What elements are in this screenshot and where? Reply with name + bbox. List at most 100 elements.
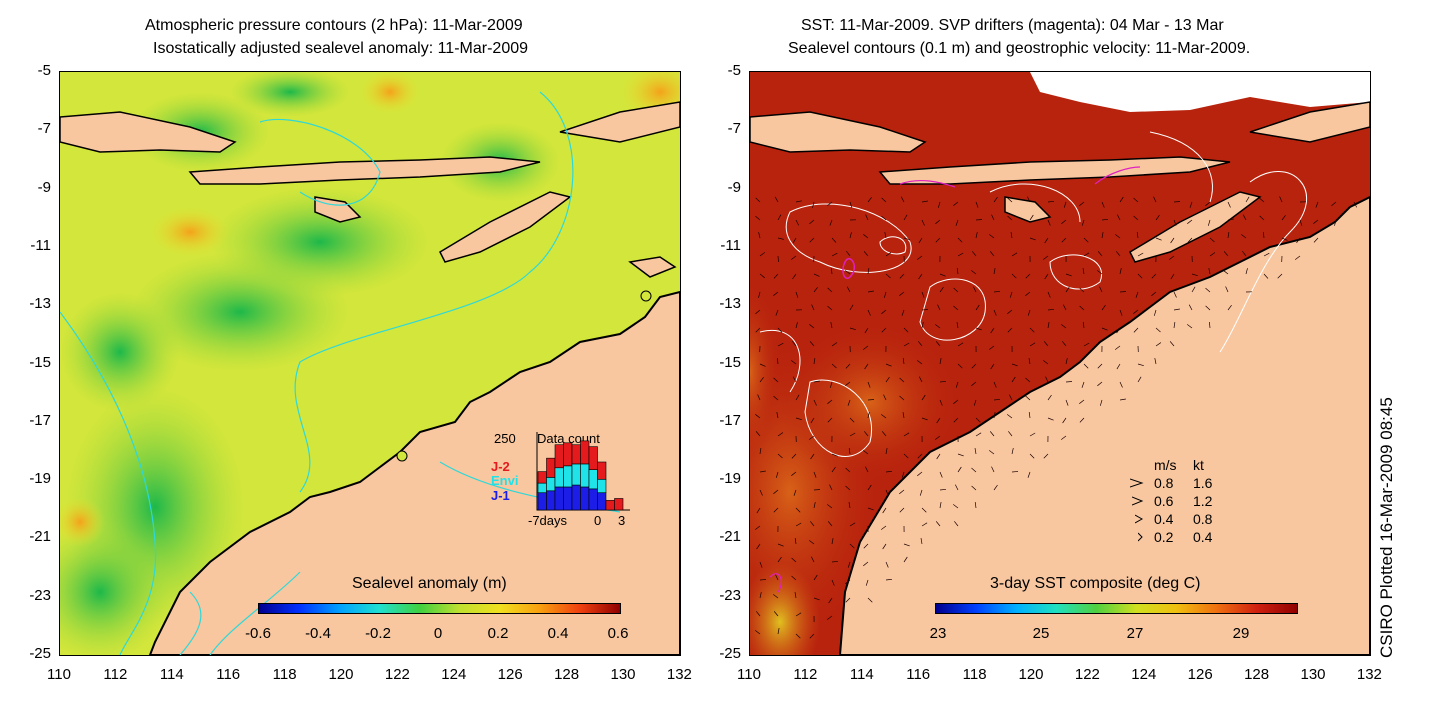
- velocity-arrow-icon: [831, 237, 837, 243]
- velocity-arrow-icon: [953, 417, 959, 423]
- velocity-arrow-icon: [993, 484, 998, 491]
- velocity-arrow-icon: [827, 399, 833, 405]
- velocity-arrow-icon: [919, 489, 923, 496]
- velocity-arrow-icon: [1061, 219, 1067, 225]
- left-xtick: 116: [216, 666, 241, 683]
- inset-legend-j1: J-1: [491, 488, 510, 503]
- inset-bar-envi: [554, 467, 564, 488]
- velocity-arrow-icon: [952, 504, 959, 509]
- velocity-arrow-icon: [1009, 291, 1013, 298]
- velocity-arrow-icon: [954, 521, 959, 527]
- velocity-arrow-icon: [795, 322, 798, 329]
- velocity-arrow-icon: [954, 484, 959, 491]
- velocity-arrow-icon: [827, 287, 833, 293]
- velocity-arrow-icon: [880, 525, 887, 530]
- velocity-arrow-icon: [1263, 231, 1265, 239]
- velocity-arrow-icon: [1008, 394, 1013, 401]
- velocity-arrow-icon: [777, 543, 784, 547]
- right-ytick: -25: [719, 645, 741, 662]
- speed-legend-header-kt: kt: [1193, 457, 1204, 473]
- right-colorbar-tick: 27: [1126, 625, 1144, 642]
- velocity-arrow-icon: [1153, 196, 1157, 203]
- velocity-arrow-icon: [755, 215, 761, 221]
- right-xtick: 116: [906, 666, 931, 683]
- velocity-arrow-icon: [827, 201, 833, 206]
- inset-bar-j2: [546, 457, 556, 478]
- velocity-arrow-icon: [813, 399, 817, 406]
- velocity-arrow-icon: [1061, 237, 1067, 243]
- velocity-arrow-icon: [955, 219, 959, 226]
- speed-legend-arrow-icon: [1132, 496, 1146, 506]
- velocity-arrow-icon: [1029, 432, 1036, 437]
- velocity-arrow-icon: [1242, 214, 1247, 221]
- velocity-arrow-icon: [795, 507, 801, 513]
- inset-bar-envi: [537, 482, 547, 494]
- velocity-arrow-icon: [957, 237, 963, 243]
- credit-label: CSIRO Plotted 16-Mar-2009 08:45: [1377, 397, 1396, 658]
- velocity-arrow-icon: [846, 250, 851, 257]
- velocity-arrow-icon: [1079, 305, 1085, 311]
- right-ytick: -19: [719, 470, 741, 488]
- velocity-arrow-icon: [827, 305, 833, 311]
- velocity-arrow-icon: [903, 342, 910, 347]
- velocity-arrow-icon: [900, 196, 905, 203]
- velocity-arrow-icon: [759, 448, 762, 455]
- velocity-arrow-icon: [1155, 342, 1162, 347]
- velocity-arrow-icon: [849, 543, 855, 549]
- velocity-arrow-icon: [808, 540, 815, 545]
- inset-bar-j1: [537, 492, 547, 511]
- velocity-arrow-icon: [903, 214, 908, 221]
- velocity-arrow-icon: [773, 489, 779, 495]
- velocity-arrow-icon: [1007, 197, 1013, 203]
- velocity-arrow-icon: [1044, 273, 1049, 280]
- velocity-arrow-icon: [1063, 201, 1067, 208]
- velocity-arrow-icon: [1136, 232, 1139, 239]
- velocity-arrow-icon: [993, 412, 996, 419]
- velocity-arrow-icon: [1065, 273, 1072, 277]
- velocity-arrow-icon: [939, 502, 942, 509]
- speed-legend-kt: 0.4: [1193, 529, 1213, 545]
- velocity-arrow-icon: [792, 376, 797, 383]
- velocity-arrow-icon: [1065, 286, 1070, 293]
- velocity-arrow-icon: [988, 345, 995, 350]
- velocity-arrow-icon: [1353, 201, 1358, 208]
- velocity-arrow-icon: [1011, 252, 1018, 257]
- velocity-arrow-icon: [867, 412, 870, 419]
- velocity-arrow-icon: [939, 380, 947, 383]
- velocity-arrow-icon: [1119, 268, 1122, 275]
- velocity-arrow-icon: [1028, 358, 1031, 365]
- right-colorbar-title: 3-day SST composite (deg C): [990, 575, 1201, 592]
- velocity-arrow-icon: [792, 237, 797, 244]
- velocity-arrow-icon: [918, 341, 923, 347]
- velocity-arrow-icon: [1245, 268, 1248, 275]
- velocity-arrow-icon: [790, 255, 797, 260]
- inset-bar-envi: [546, 477, 556, 492]
- velocity-arrow-icon: [829, 219, 833, 226]
- velocity-arrow-icon: [920, 538, 923, 545]
- velocity-arrow-icon: [936, 417, 941, 424]
- velocity-arrow-icon: [1135, 291, 1139, 298]
- right-xtick: 132: [1356, 666, 1382, 683]
- velocity-arrow-icon: [773, 395, 779, 401]
- velocity-arrow-icon: [813, 380, 820, 383]
- velocity-arrow-icon: [813, 597, 820, 601]
- velocity-arrow-icon: [812, 201, 815, 208]
- velocity-arrow-icon: [1081, 219, 1085, 226]
- velocity-arrow-icon: [1119, 381, 1123, 388]
- velocity-arrow-icon: [973, 399, 977, 406]
- velocity-arrow-icon: [936, 453, 941, 460]
- velocity-arrow-icon: [811, 304, 815, 311]
- velocity-arrow-icon: [1097, 251, 1103, 257]
- left-xtick: 122: [384, 666, 410, 683]
- velocity-arrow-icon: [863, 251, 869, 257]
- velocity-arrow-icon: [1188, 304, 1193, 311]
- speed-legend-ms: 0.4: [1154, 511, 1174, 527]
- velocity-arrow-icon: [1060, 324, 1067, 329]
- velocity-arrow-icon: [1082, 268, 1085, 275]
- velocity-arrow-icon: [903, 327, 909, 333]
- velocity-arrow-icon: [939, 471, 943, 478]
- velocity-arrow-icon: [809, 324, 815, 329]
- velocity-arrow-icon: [845, 485, 851, 491]
- velocity-arrow-icon: [849, 304, 854, 311]
- velocity-arrow-icon: [867, 597, 873, 603]
